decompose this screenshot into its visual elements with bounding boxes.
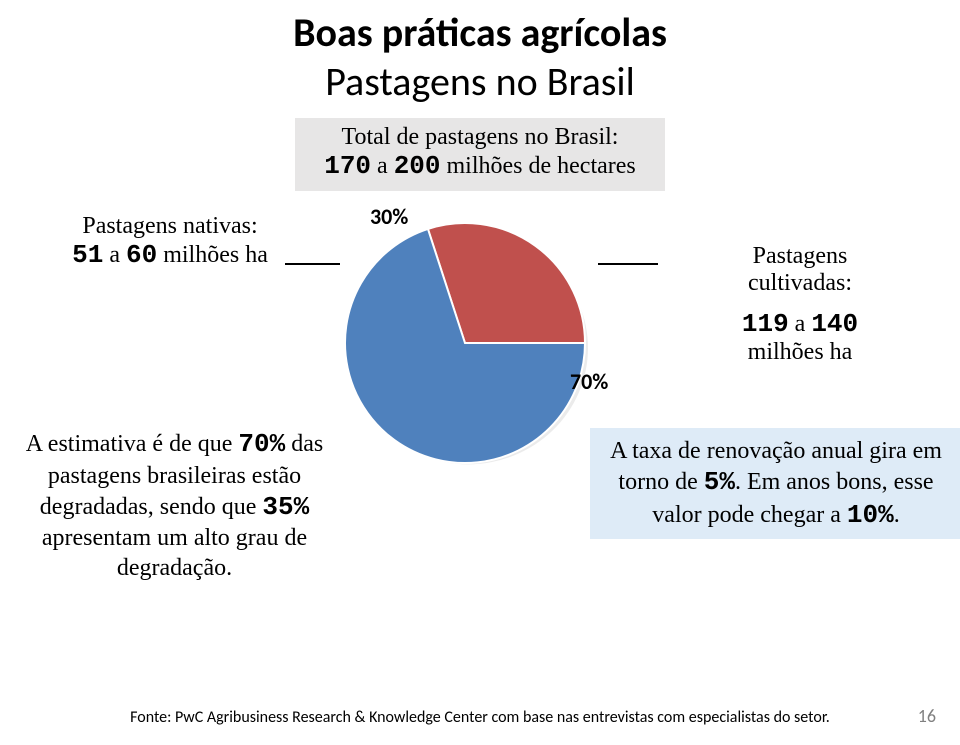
total-low: 170	[324, 151, 371, 181]
mid-section: Pastagens nativas: 51 a 60 milhões ha 30…	[0, 203, 960, 583]
total-unit: milhões de hectares	[441, 153, 636, 179]
native-box: Pastagens nativas: 51 a 60 milhões ha	[30, 213, 310, 270]
total-mid: a	[371, 153, 394, 179]
total-line2: 170 a 200 milhões de hectares	[305, 151, 655, 181]
native-label: Pastagens nativas:	[30, 213, 310, 240]
total-line1: Total de pastagens no Brasil:	[305, 124, 655, 151]
cultivated-value: 119 a 140 milhões ha	[660, 309, 940, 366]
estimate-t1: A estimativa é de que	[26, 431, 239, 457]
pointer-line-left	[285, 263, 340, 265]
cultivated-mid: a	[795, 311, 812, 337]
renewal-pct1: 5%	[704, 467, 735, 497]
estimate-pct2: 35%	[262, 492, 309, 522]
native-high: 60	[126, 240, 157, 270]
cultivated-low: 119	[742, 309, 789, 339]
cultivated-unit: milhões ha	[748, 339, 853, 365]
native-unit: milhões ha	[157, 242, 268, 268]
pie-svg	[335, 213, 595, 473]
source-text: Fonte: PwC Agribusiness Research & Knowl…	[0, 708, 960, 727]
cultivated-high: 140	[811, 309, 858, 339]
cultivated-label-l1: Pastagens	[753, 243, 848, 269]
pie-label-70: 70%	[570, 368, 608, 395]
cultivated-box: Pastagens cultivadas: 119 a 140 milhões …	[660, 243, 940, 366]
cultivated-label-l2: cultivadas:	[748, 270, 852, 296]
pie-label-30: 30%	[370, 203, 408, 230]
title-line2: Pastagens no Brasil	[0, 57, 960, 106]
total-box: Total de pastagens no Brasil: 170 a 200 …	[293, 116, 667, 193]
renewal-t3: .	[894, 502, 900, 528]
native-mid: a	[103, 242, 126, 268]
cultivated-label: Pastagens cultivadas:	[660, 243, 940, 297]
estimate-pct1: 70%	[238, 429, 285, 459]
estimate-box: A estimativa é de que 70% das pastagens …	[12, 428, 337, 583]
renewal-box: A taxa de renovação anual gira em torno …	[590, 428, 960, 539]
estimate-t3: apresentam um alto grau de degradação.	[42, 525, 307, 581]
title-block: Boas práticas agrícolas Pastagens no Bra…	[0, 0, 960, 106]
page-number: 16	[918, 705, 936, 727]
title-line1: Boas práticas agrícolas	[0, 8, 960, 57]
pointer-line-right	[598, 263, 658, 265]
native-value: 51 a 60 milhões ha	[30, 240, 310, 270]
total-high: 200	[394, 151, 441, 181]
renewal-pct2: 10%	[847, 500, 894, 530]
native-low: 51	[72, 240, 103, 270]
pie-chart	[335, 213, 595, 473]
